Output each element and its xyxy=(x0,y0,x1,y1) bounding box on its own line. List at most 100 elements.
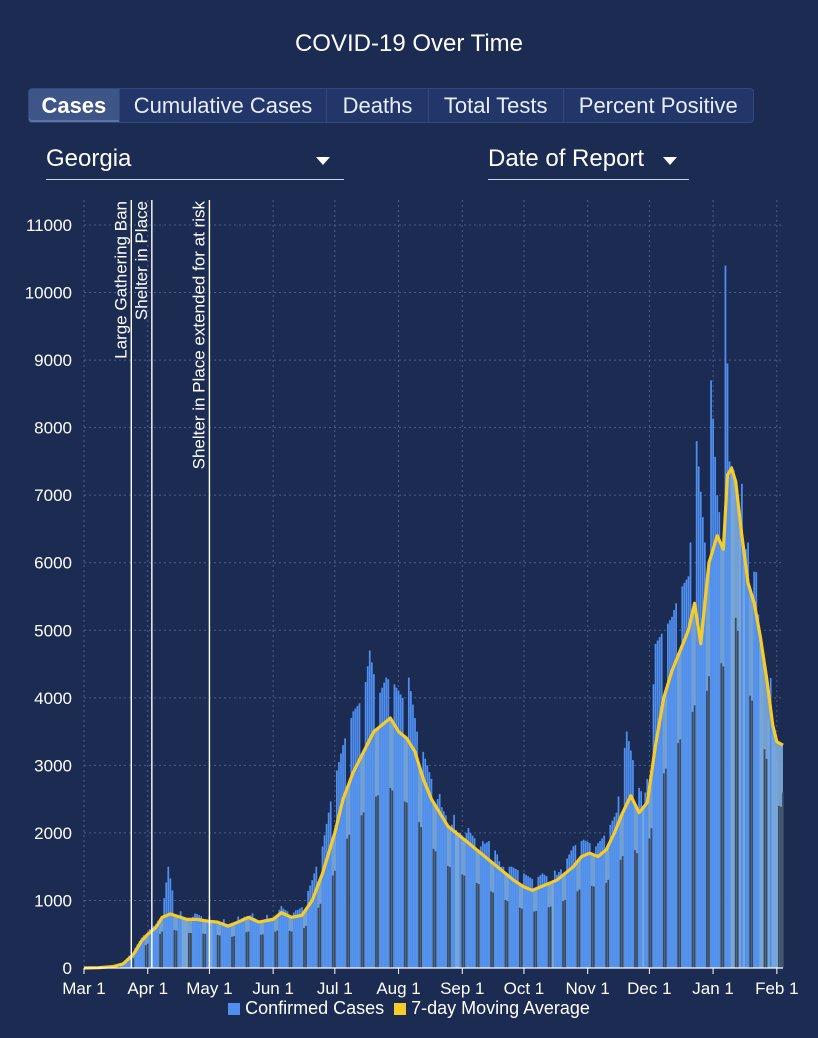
case-bar xyxy=(712,418,714,968)
case-bar xyxy=(527,876,529,968)
legend-swatch-moving-average xyxy=(394,1002,407,1015)
tab-cases[interactable]: Cases xyxy=(29,89,120,122)
case-bar xyxy=(666,623,669,968)
case-bar xyxy=(138,940,141,968)
legend-label-confirmed: Confirmed Cases xyxy=(245,998,385,1018)
case-bar xyxy=(662,773,665,968)
case-bar xyxy=(370,662,373,968)
case-bar xyxy=(259,934,262,968)
case-bar xyxy=(535,910,538,968)
case-bar xyxy=(625,731,628,968)
legend-item-confirmed: Confirmed Cases xyxy=(228,998,384,1019)
case-bar xyxy=(278,909,281,968)
case-bar xyxy=(354,708,357,968)
case-bar xyxy=(144,945,147,968)
region-select[interactable]: Georgia xyxy=(46,143,344,180)
case-bar xyxy=(582,839,585,968)
case-bar xyxy=(251,913,254,968)
case-bar xyxy=(140,937,143,968)
case-bar xyxy=(159,933,161,968)
case-bar xyxy=(375,796,377,968)
x-tick-label: Sep 1 xyxy=(440,979,484,998)
tab-cumulative-cases[interactable]: Cumulative Cases xyxy=(120,89,328,122)
case-bar xyxy=(734,617,737,968)
case-bar xyxy=(356,705,359,968)
case-bar xyxy=(177,915,180,968)
case-bar xyxy=(325,823,328,968)
case-bar xyxy=(636,853,638,968)
case-bar xyxy=(280,905,283,968)
date-basis-select[interactable]: Date of Report xyxy=(488,143,689,180)
case-bar xyxy=(473,838,476,968)
case-bar xyxy=(490,891,492,968)
chart-legend: Confirmed Cases 7-day Moving Average xyxy=(0,998,818,1019)
case-bar xyxy=(181,918,184,968)
case-bar xyxy=(407,677,410,968)
case-bar xyxy=(264,919,266,968)
case-bar xyxy=(769,678,772,968)
case-bar xyxy=(529,877,532,968)
case-bar xyxy=(142,935,145,968)
case-bar xyxy=(516,870,519,968)
case-bar xyxy=(704,542,706,968)
case-bar xyxy=(775,760,778,968)
case-bar xyxy=(224,923,227,968)
case-bar xyxy=(504,899,507,968)
case-bar xyxy=(428,772,431,968)
case-bar xyxy=(163,898,166,968)
case-bar xyxy=(455,830,457,968)
case-bar xyxy=(683,582,686,968)
case-bar xyxy=(303,927,305,968)
case-bar xyxy=(543,874,546,968)
case-bar xyxy=(190,932,192,968)
case-bar xyxy=(506,901,509,968)
x-tick-label: Feb 1 xyxy=(755,979,798,998)
case-bar xyxy=(333,870,336,968)
case-bar xyxy=(412,704,414,968)
case-bar xyxy=(514,868,517,968)
case-bar xyxy=(773,745,776,968)
case-bar xyxy=(255,919,258,968)
tab-deaths[interactable]: Deaths xyxy=(327,89,429,122)
case-bar xyxy=(743,555,745,968)
case-bar xyxy=(660,633,663,968)
case-bar xyxy=(590,885,593,968)
x-tick-label: May 1 xyxy=(186,979,232,998)
case-bar xyxy=(233,936,235,968)
case-bar xyxy=(459,832,462,968)
tab-percent-positive[interactable]: Percent Positive xyxy=(578,92,738,118)
case-bar xyxy=(757,614,760,968)
case-bar xyxy=(453,814,455,968)
case-bar xyxy=(605,882,608,968)
case-bar xyxy=(179,911,182,968)
case-bar xyxy=(603,835,606,968)
event-label: Shelter in Place xyxy=(132,201,151,320)
case-bar xyxy=(669,620,671,968)
case-bar xyxy=(710,380,712,968)
case-bar xyxy=(272,917,275,968)
case-bar xyxy=(708,676,710,968)
case-bar xyxy=(136,944,139,968)
case-bar xyxy=(547,907,550,968)
case-bar xyxy=(716,495,719,968)
case-bar xyxy=(763,749,766,968)
case-bar xyxy=(434,851,437,968)
case-bar xyxy=(315,866,318,968)
case-bar xyxy=(615,812,618,968)
case-bar xyxy=(447,865,449,968)
case-bar xyxy=(755,572,758,968)
x-tick-label: Jan 1 xyxy=(692,979,734,998)
case-bar xyxy=(726,363,729,968)
case-bar xyxy=(377,795,379,968)
case-bar xyxy=(642,805,645,968)
case-bar xyxy=(422,751,425,968)
case-bar xyxy=(444,815,447,968)
case-bar xyxy=(638,787,640,968)
case-bar xyxy=(592,886,595,968)
legend-item-moving-average: 7-day Moving Average xyxy=(394,998,590,1019)
tab-total-tests[interactable]: Total Tests xyxy=(429,89,564,122)
case-bar xyxy=(555,874,558,968)
case-bar xyxy=(778,805,780,968)
case-bar xyxy=(126,958,129,968)
case-bar xyxy=(621,856,624,968)
